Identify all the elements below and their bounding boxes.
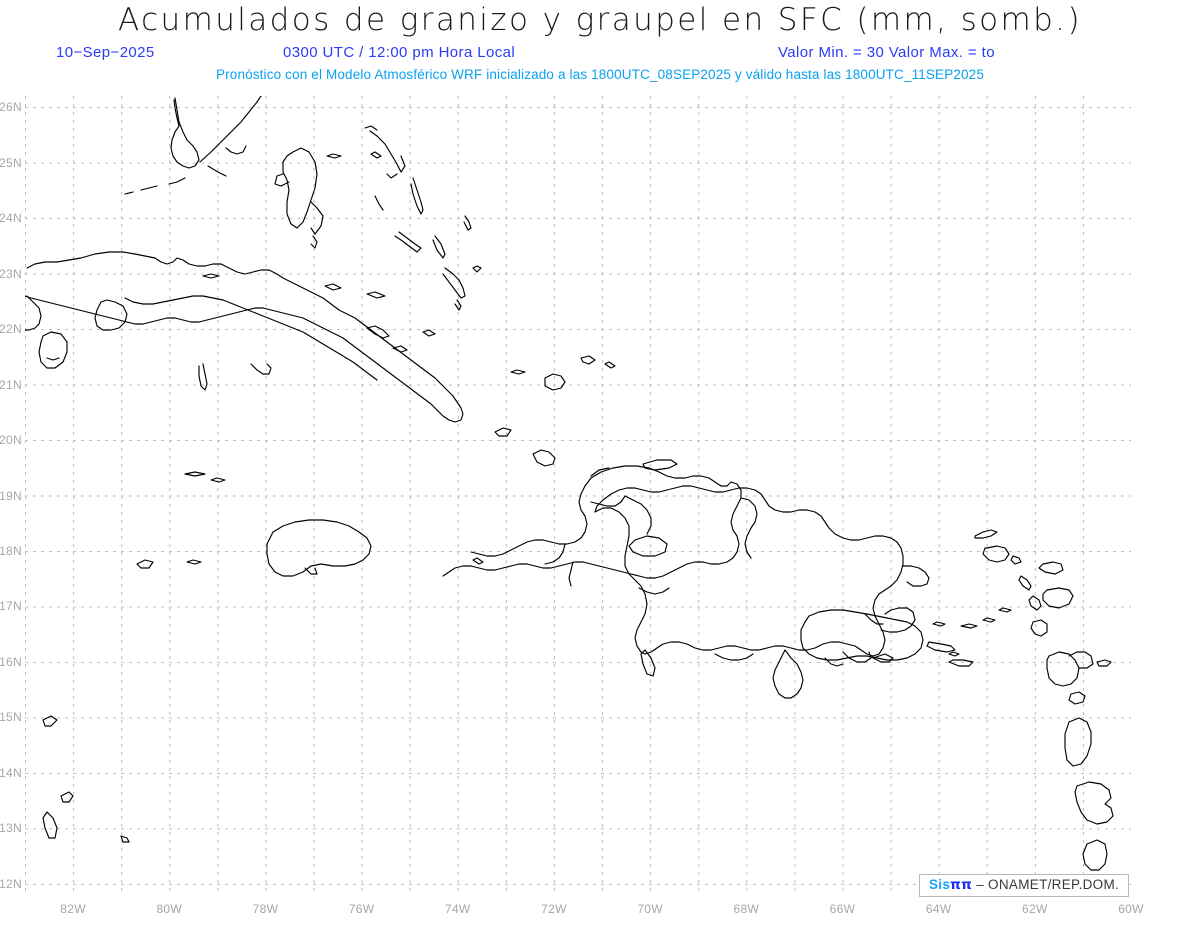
x-axis-label: 60W: [1118, 902, 1144, 916]
y-axis-label: 16N: [0, 654, 22, 669]
y-axis-label: 21N: [0, 377, 22, 392]
x-axis-label: 80W: [156, 902, 183, 916]
forecast-date: 10−Sep−2025: [56, 44, 155, 61]
map-plot-area: [25, 96, 1131, 895]
x-axis-label: 72W: [541, 902, 567, 916]
y-axis-label: 22N: [0, 322, 22, 337]
forecast-time: 0300 UTC / 12:00 pm Hora Local: [283, 44, 516, 61]
value-range-label: Valor Min. = 30 Valor Max. = to: [778, 44, 995, 61]
x-axis-label: 74W: [444, 902, 471, 916]
y-axis-label: 26N: [0, 100, 22, 115]
map-svg: [25, 96, 1131, 895]
y-axis-label: 25N: [0, 155, 22, 170]
logo-sis-text: Sis: [929, 877, 951, 892]
logo-agency-text: – ONAMET/REP.DOM.: [976, 877, 1120, 892]
y-axis-label: 13N: [0, 821, 22, 836]
y-axis-label: 24N: [0, 211, 22, 226]
y-axis-label: 23N: [0, 266, 22, 281]
x-axis-label: 70W: [637, 902, 663, 916]
x-axis-label: 78W: [252, 902, 279, 916]
x-axis-label: 68W: [733, 902, 760, 916]
y-axis-label: 14N: [0, 765, 22, 780]
x-axis-label: 82W: [60, 902, 86, 916]
x-axis-label: 64W: [925, 902, 952, 916]
y-axis-label: 15N: [0, 710, 22, 725]
y-axis-label: 19N: [0, 488, 22, 503]
x-axis-label: 66W: [829, 902, 856, 916]
model-note: Pronóstico con el Modelo Atmosférico WRF…: [215, 67, 984, 82]
y-axis-label: 18N: [0, 543, 22, 558]
coastlines: [25, 96, 1114, 895]
y-axis-label: 12N: [0, 876, 22, 891]
map-gridlines: [25, 96, 1131, 895]
x-axis-label: 62W: [1022, 902, 1048, 916]
y-axis-label: 20N: [0, 433, 22, 447]
provider-logo: Sisππ – ONAMET/REP.DOM.: [919, 874, 1130, 897]
logo-pi-icon: ππ: [950, 877, 973, 893]
y-axis-label: 17N: [0, 599, 22, 614]
page-title: Acumulados de granizo y graupel en SFC (…: [118, 2, 1082, 38]
x-axis-label: 76W: [348, 902, 375, 916]
